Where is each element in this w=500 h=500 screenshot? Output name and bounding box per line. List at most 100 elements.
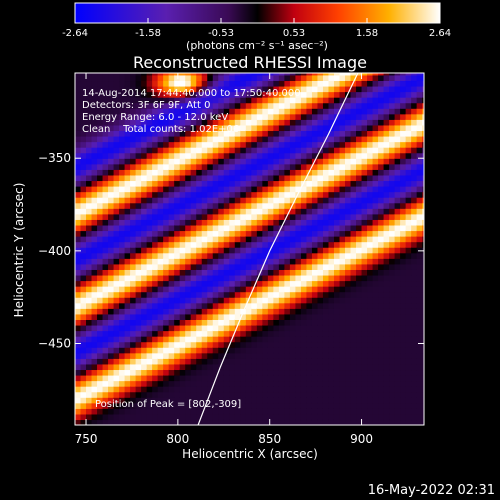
heatmap-cell (168, 102, 175, 109)
heatmap-cell (267, 169, 274, 176)
heatmap-cell (152, 208, 159, 215)
heatmap-cell (400, 202, 407, 209)
heatmap-cell (102, 213, 109, 220)
heatmap-cell (284, 130, 291, 137)
heatmap-cell (102, 102, 109, 109)
heatmap-cell (196, 336, 203, 343)
heatmap-cell (361, 352, 368, 359)
heatmap-cell (416, 180, 423, 187)
heatmap-cell (300, 135, 308, 143)
heatmap-cell (372, 297, 379, 304)
heatmap-cell (168, 219, 175, 226)
heatmap-cell (256, 386, 263, 393)
heatmap-cell (201, 263, 208, 270)
heatmap-cell (356, 352, 363, 359)
heatmap-cell (168, 241, 175, 248)
heatmap-cell (207, 74, 214, 82)
heatmap-cell (356, 286, 363, 293)
heatmap-cell (229, 74, 236, 82)
heatmap-cell (394, 152, 401, 159)
heatmap-cell (234, 341, 241, 348)
heatmap-cell (141, 374, 148, 382)
heatmap-cell (378, 391, 385, 398)
heatmap-cell (157, 302, 164, 309)
heatmap-cell (339, 241, 346, 248)
heatmap-cell (124, 186, 131, 193)
heatmap-cell (289, 374, 297, 382)
heatmap-cell (135, 186, 142, 193)
heatmap-cell (201, 130, 208, 137)
heatmap-cell (372, 80, 379, 87)
heatmap-cell (311, 219, 319, 226)
heatmap-cell (163, 186, 170, 193)
heatmap-cell (394, 419, 401, 425)
heatmap-cell (328, 313, 335, 320)
heatmap-cell (378, 336, 385, 343)
heatmap-cell (207, 85, 214, 93)
heatmap-cell (223, 358, 230, 365)
heatmap-cell (212, 135, 219, 143)
heatmap-cell (240, 380, 247, 387)
heatmap-cell (345, 347, 352, 354)
heatmap-cell (201, 252, 208, 259)
heatmap-cell (80, 186, 87, 193)
heatmap-cell (422, 386, 424, 393)
heatmap-cell (152, 330, 159, 337)
heatmap-cell (367, 158, 374, 165)
heatmap-cell (284, 269, 291, 276)
heatmap-cell (124, 213, 131, 220)
heatmap-cell (372, 74, 379, 82)
heatmap-cell (372, 280, 379, 287)
heatmap-cell (251, 130, 258, 137)
heatmap-cell (174, 397, 181, 404)
heatmap-cell (130, 224, 137, 232)
heatmap-cell (163, 219, 170, 226)
heatmap-cell (278, 402, 285, 409)
heatmap-cell (234, 308, 241, 315)
heatmap-cell (141, 186, 148, 193)
heatmap-cell (152, 369, 159, 376)
heatmap-cell (400, 130, 407, 137)
heatmap-cell (113, 158, 120, 165)
heatmap-cell (86, 158, 93, 165)
heatmap-cell (234, 241, 241, 248)
heatmap-cell (113, 313, 120, 320)
heatmap-cell (119, 374, 126, 382)
heatmap-cell (102, 113, 109, 120)
heatmap-cell (416, 263, 423, 270)
heatmap-cell (306, 113, 313, 120)
heatmap-cell (345, 219, 352, 226)
heatmap-cell (124, 197, 131, 204)
heatmap-cell (350, 280, 357, 287)
heatmap-cell (295, 208, 302, 215)
heatmap-cell (322, 247, 330, 254)
heatmap-cell (113, 330, 120, 337)
heatmap-cell (157, 380, 164, 387)
heatmap-cell (174, 308, 181, 315)
heatmap-cell (102, 358, 109, 365)
heatmap-cell (251, 73, 258, 76)
heatmap-cell (367, 291, 374, 298)
heatmap-cell (135, 252, 142, 259)
heatmap-cell (146, 374, 153, 382)
heatmap-cell (75, 358, 82, 365)
heatmap-cell (152, 91, 159, 98)
heatmap-cell (146, 97, 153, 104)
heatmap-cell (141, 352, 148, 359)
heatmap-cell (212, 291, 219, 298)
heatmap-cell (130, 297, 137, 304)
heatmap-cell (130, 302, 137, 309)
heatmap-cell (328, 163, 335, 170)
heatmap-cell (322, 413, 330, 421)
heatmap-cell (328, 397, 335, 404)
heatmap-cell (124, 286, 131, 293)
heatmap-cell (328, 352, 335, 359)
heatmap-cell (135, 119, 142, 126)
heatmap-cell (152, 324, 159, 332)
heatmap-cell (256, 213, 263, 220)
heatmap-cell (394, 269, 401, 276)
heatmap-cell (256, 363, 263, 371)
heatmap-cell (130, 341, 137, 348)
heatmap-cell (251, 247, 258, 254)
heatmap-cell (152, 124, 159, 132)
